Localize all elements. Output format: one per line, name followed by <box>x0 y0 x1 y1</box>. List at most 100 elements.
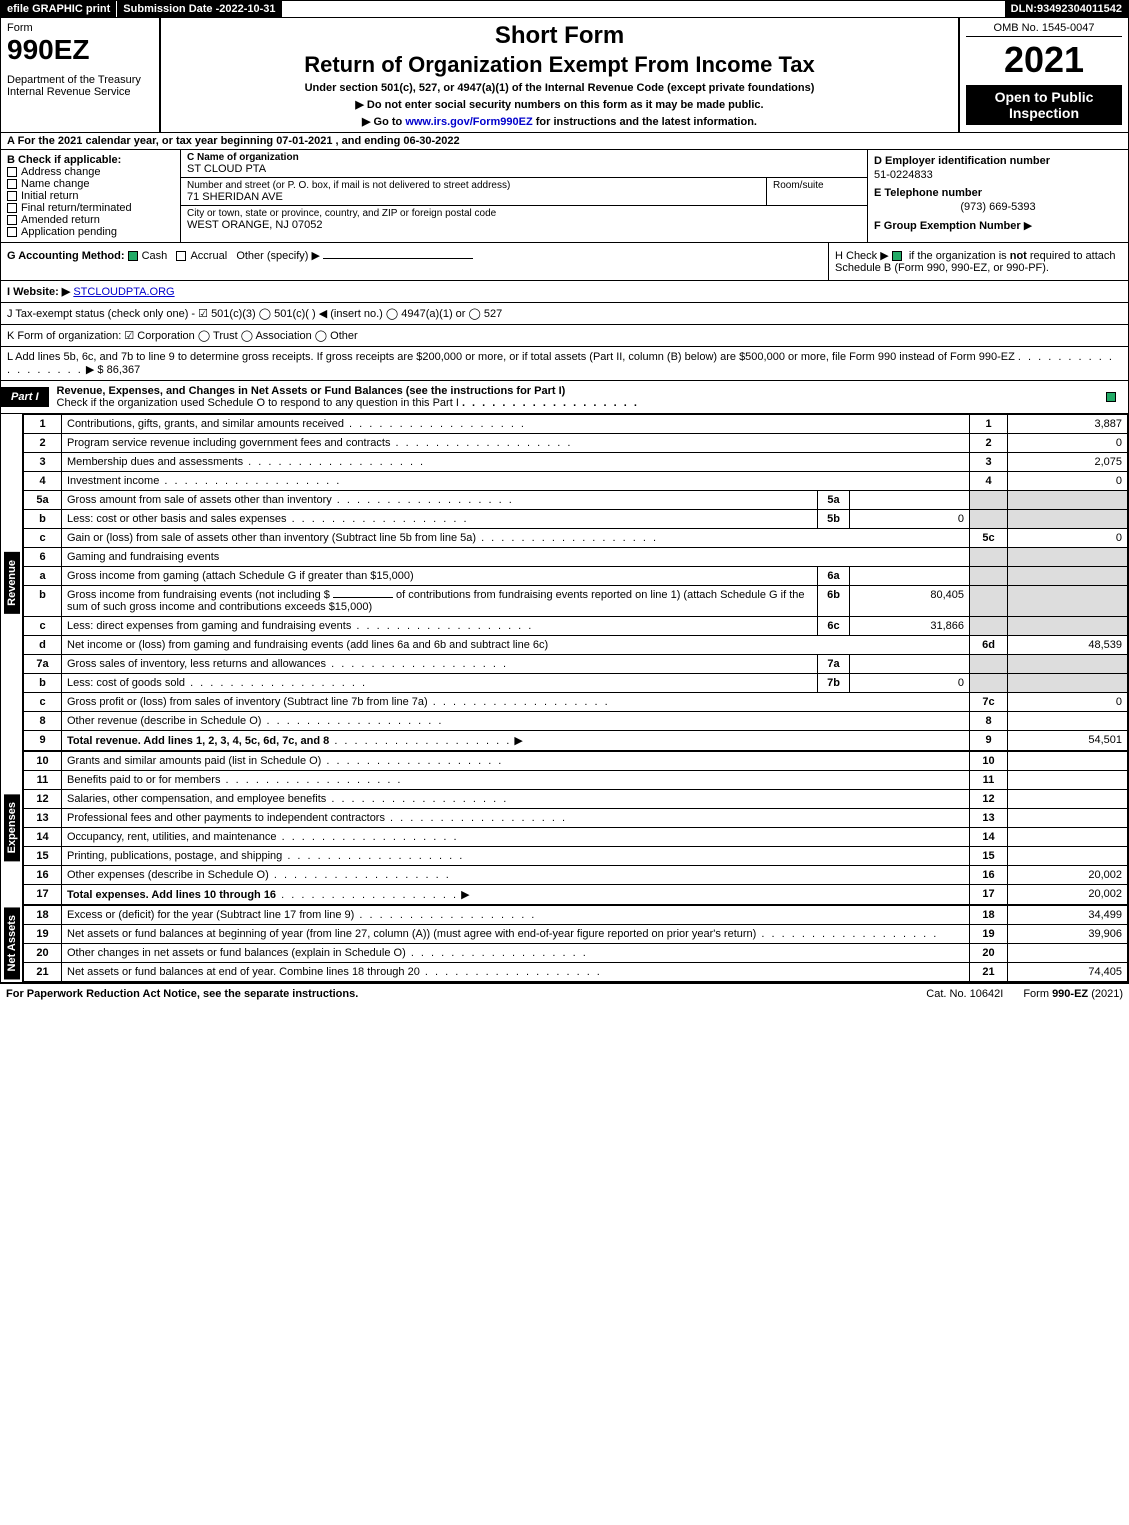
chk-amended-return[interactable]: Amended return <box>7 214 174 226</box>
l21-box: 21 <box>970 963 1008 982</box>
org-name-label: C Name of organization <box>187 152 861 163</box>
l9-amt: 54,501 <box>1008 731 1128 751</box>
l6-shade2 <box>1008 548 1128 567</box>
part1-header: Part I Revenue, Expenses, and Changes in… <box>0 381 1129 414</box>
page-footer: For Paperwork Reduction Act Notice, see … <box>0 983 1129 1004</box>
tax-year: 2021 <box>966 39 1122 81</box>
revenue-table: 1Contributions, gifts, grants, and simil… <box>23 414 1128 751</box>
l12-desc: Salaries, other compensation, and employ… <box>67 793 326 805</box>
l14-desc: Occupancy, rent, utilities, and maintena… <box>67 831 277 843</box>
expenses-vtab-cell: Expenses <box>1 751 23 905</box>
expenses-vtab: Expenses <box>4 794 20 861</box>
l5b-desc: Less: cost or other basis and sales expe… <box>67 513 287 525</box>
l6b-shade2 <box>1008 586 1128 617</box>
chk-name-change[interactable]: Name change <box>7 178 174 190</box>
l7a-shade <box>970 655 1008 674</box>
l2-amt: 0 <box>1008 434 1128 453</box>
l18-amt: 34,499 <box>1008 906 1128 925</box>
l20-num: 20 <box>24 944 62 963</box>
section-k: K Form of organization: ☑ Corporation ◯ … <box>0 325 1129 347</box>
line-5b: b Less: cost or other basis and sales exp… <box>24 510 1128 529</box>
l6c-desc: Less: direct expenses from gaming and fu… <box>67 620 351 632</box>
l14-box: 14 <box>970 828 1008 847</box>
chk-address-change[interactable]: Address change <box>7 166 174 178</box>
expenses-table: 10Grants and similar amounts paid (list … <box>23 751 1128 905</box>
ein-label: D Employer identification number <box>874 154 1122 168</box>
l7c-desc: Gross profit or (loss) from sales of inv… <box>67 696 428 708</box>
l9-box: 9 <box>970 731 1008 751</box>
irs-link[interactable]: www.irs.gov/Form990EZ <box>405 116 532 128</box>
street-label: Number and street (or P. O. box, if mail… <box>187 180 760 191</box>
ein-value: 51-0224833 <box>874 168 1122 182</box>
l4-amt: 0 <box>1008 472 1128 491</box>
l17-num: 17 <box>24 885 62 905</box>
l5b-num: b <box>24 510 62 529</box>
l5c-desc: Gain or (loss) from sale of assets other… <box>67 532 476 544</box>
l18-desc: Excess or (deficit) for the year (Subtra… <box>67 909 354 921</box>
l13-desc: Professional fees and other payments to … <box>67 812 385 824</box>
short-form-title: Short Form <box>167 22 952 50</box>
part1-schedule-o-checkbox[interactable] <box>1106 392 1116 402</box>
l13-amt <box>1008 809 1128 828</box>
line-17: 17Total expenses. Add lines 10 through 1… <box>24 885 1128 905</box>
l17-box: 17 <box>970 885 1008 905</box>
l10-box: 10 <box>970 752 1008 771</box>
line-2: 2Program service revenue including gover… <box>24 434 1128 453</box>
other-specify-label: Other (specify) ▶ <box>236 250 320 262</box>
line-6: 6Gaming and fundraising events <box>24 548 1128 567</box>
l14-amt <box>1008 828 1128 847</box>
line-6a: aGross income from gaming (attach Schedu… <box>24 567 1128 586</box>
chk-cash[interactable] <box>128 251 138 261</box>
l6d-box: 6d <box>970 636 1008 655</box>
section-g: G Accounting Method: Cash Accrual Other … <box>1 243 828 280</box>
efile-print-button[interactable]: efile GRAPHIC print <box>1 1 117 17</box>
footer-form-num: 990-EZ <box>1052 988 1088 1000</box>
h-not: not <box>1010 250 1027 262</box>
other-specify-line <box>323 258 473 259</box>
sections-gh: G Accounting Method: Cash Accrual Other … <box>0 243 1129 281</box>
revenue-vtab: Revenue <box>4 552 20 614</box>
section-i: I Website: ▶ STCLOUDPTA.ORG <box>0 281 1129 303</box>
line-7c: c Gross profit or (loss) from sales of in… <box>24 693 1128 712</box>
l5b-sub: 5b <box>818 510 850 529</box>
l6-desc: Gaming and fundraising events <box>62 548 970 567</box>
dept-treasury: Department of the Treasury <box>7 74 153 86</box>
chk-schedule-b[interactable] <box>892 251 902 261</box>
submission-date-label: Submission Date - <box>123 3 219 15</box>
tel-label: E Telephone number <box>874 186 1122 200</box>
chk-initial-return[interactable]: Initial return <box>7 190 174 202</box>
section-b-label: B Check if applicable: <box>7 154 174 166</box>
l18-box: 18 <box>970 906 1008 925</box>
l6c-samt: 31,866 <box>850 617 970 636</box>
part1-title: Revenue, Expenses, and Changes in Net As… <box>57 385 566 397</box>
l5a-shade <box>970 491 1008 510</box>
l6a-shade <box>970 567 1008 586</box>
part1-checkbox-wrap <box>1098 387 1128 407</box>
tel-value: (973) 669-5393 <box>874 200 1122 214</box>
city-label: City or town, state or province, country… <box>187 208 861 219</box>
chk-address-change-label: Address change <box>21 166 101 178</box>
chk-accrual[interactable] <box>176 251 186 261</box>
l4-desc: Investment income <box>67 475 159 487</box>
h-text2: if the organization is <box>909 250 1010 262</box>
line-18: 18 Excess or (deficit) for the year (Subt… <box>24 906 1128 925</box>
chk-final-return[interactable]: Final return/terminated <box>7 202 174 214</box>
line-7a: 7aGross sales of inventory, less returns… <box>24 655 1128 674</box>
l8-num: 8 <box>24 712 62 731</box>
l7c-num: c <box>24 693 62 712</box>
line-6c: cLess: direct expenses from gaming and f… <box>24 617 1128 636</box>
footer-catno: Cat. No. 10642I <box>906 988 1023 1000</box>
line-10: 10Grants and similar amounts paid (list … <box>24 752 1128 771</box>
l6d-amt: 48,539 <box>1008 636 1128 655</box>
website-link[interactable]: STCLOUDPTA.ORG <box>73 286 174 298</box>
l6a-desc: Gross income from gaming (attach Schedul… <box>62 567 818 586</box>
city-value: WEST ORANGE, NJ 07052 <box>187 219 861 231</box>
l15-num: 15 <box>24 847 62 866</box>
submission-date: Submission Date - 2022-10-31 <box>117 1 281 17</box>
l6d-num: d <box>24 636 62 655</box>
l7b-shade <box>970 674 1008 693</box>
chk-application-pending[interactable]: Application pending <box>7 226 174 238</box>
dln-label: DLN: <box>1011 3 1037 15</box>
l8-desc: Other revenue (describe in Schedule O) <box>67 715 261 727</box>
l5a-samt <box>850 491 970 510</box>
